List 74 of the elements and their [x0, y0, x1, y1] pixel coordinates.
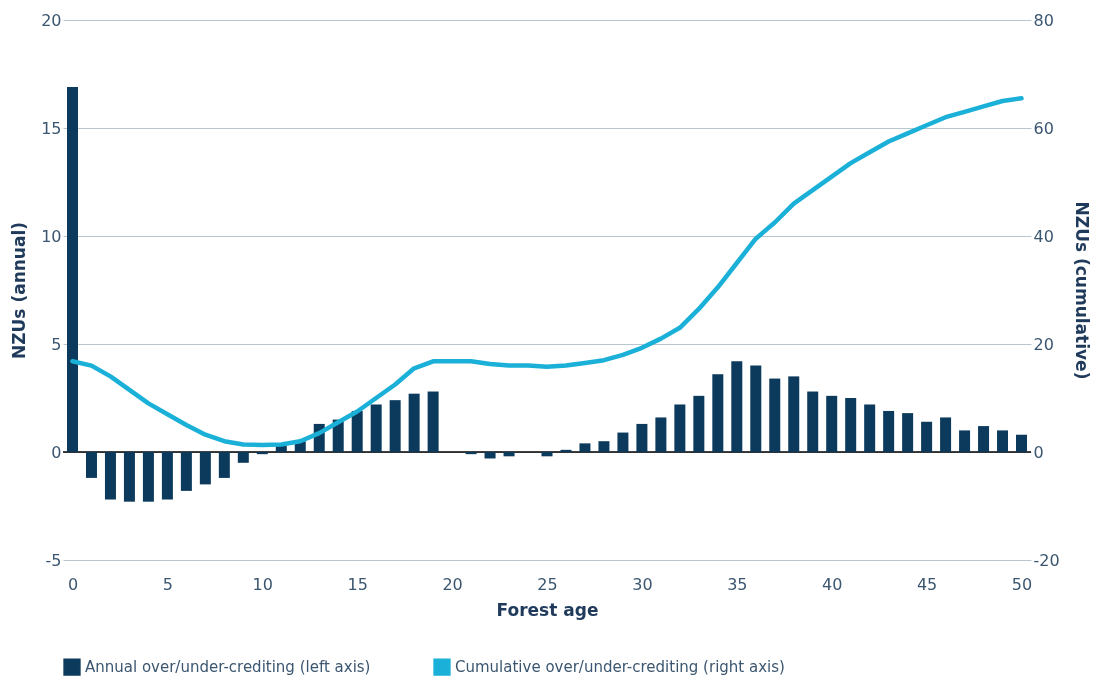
bar: [750, 365, 762, 452]
line-series: [70, 96, 1024, 448]
bar: [674, 404, 686, 452]
bar: [389, 400, 401, 452]
x-axis-title: Forest age: [496, 599, 599, 620]
bar: [256, 452, 268, 455]
bar: [85, 452, 97, 478]
bar: [902, 413, 914, 452]
x-tick-label: 30: [632, 574, 653, 594]
bar: [104, 452, 116, 500]
bar: [199, 452, 211, 485]
y-tick-label: 20: [41, 10, 62, 30]
y2-axis-title: NZUs (cumulative): [1071, 201, 1092, 380]
bar: [712, 374, 724, 452]
legend-label: Annual over/under-crediting (left axis): [85, 658, 371, 677]
x-tick-label: 20: [442, 574, 463, 594]
bar: [731, 361, 743, 452]
bar: [921, 421, 933, 452]
bar: [693, 395, 705, 452]
bar: [845, 398, 857, 452]
bar: [1016, 434, 1028, 452]
bar: [997, 430, 1009, 452]
y2-tick-label: -20: [1033, 550, 1060, 570]
bar: [66, 86, 78, 452]
bar: [769, 378, 781, 452]
bar: [541, 452, 553, 457]
bar: [218, 452, 230, 478]
bar: [123, 452, 135, 502]
bar: [503, 452, 515, 457]
bar: [598, 441, 610, 452]
bar: [636, 423, 648, 452]
x-tick-label: 40: [822, 574, 843, 594]
bar: [864, 404, 876, 452]
bar: [579, 443, 591, 452]
bar: [807, 391, 819, 452]
bar: [180, 452, 192, 491]
x-tick-label: 5: [162, 574, 173, 594]
bar: [408, 393, 420, 452]
x-tick-label: 45: [916, 574, 938, 594]
y-tick-label: 15: [41, 118, 62, 138]
y-tick-label: 0: [51, 442, 62, 462]
bar: [484, 452, 496, 459]
bar: [161, 452, 173, 500]
x-tick-label: 10: [252, 574, 273, 594]
y2-tick-label: 60: [1033, 118, 1054, 138]
y-tick-label: -5: [45, 550, 62, 570]
bar: [237, 452, 249, 463]
bar: [427, 391, 439, 452]
y-axis-title: NZUs (annual): [9, 221, 30, 360]
bar: [826, 395, 838, 452]
y-tick-label: 5: [51, 334, 62, 354]
bar: [655, 417, 667, 452]
x-tick-label: 50: [1011, 574, 1033, 594]
bar: [978, 426, 990, 452]
y2-tick-label: 80: [1033, 10, 1054, 30]
y2-tick-label: 20: [1033, 334, 1054, 354]
bar: [370, 404, 382, 452]
x-tick-label: 15: [347, 574, 368, 594]
bar: [351, 410, 363, 452]
bar: [883, 410, 895, 452]
legend-label: Cumulative over/under-crediting (right axis): [455, 658, 785, 677]
bar: [940, 417, 952, 452]
x-tick-label: 0: [67, 574, 79, 594]
x-tick-label: 25: [537, 574, 558, 594]
bar: [465, 452, 477, 455]
bar: [788, 376, 800, 452]
bar: [617, 432, 629, 452]
bar: [142, 452, 154, 502]
bar: [560, 449, 572, 452]
y2-tick-label: 0: [1033, 442, 1044, 462]
bar: [959, 430, 971, 452]
x-tick-label: 35: [727, 574, 748, 594]
y2-tick-label: 40: [1033, 226, 1054, 246]
y-tick-label: 10: [41, 226, 62, 246]
